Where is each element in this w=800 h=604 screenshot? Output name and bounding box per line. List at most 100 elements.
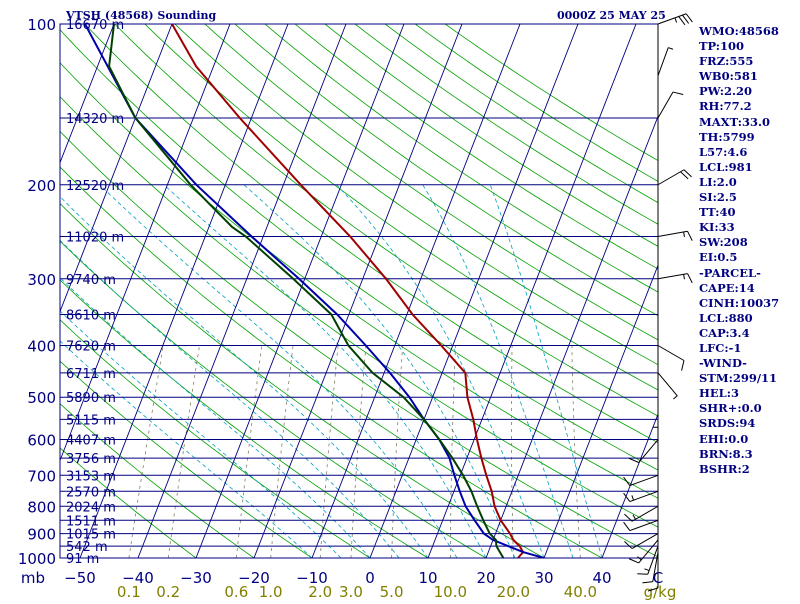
isotherm — [311, 24, 521, 558]
height-label: 6711 m — [66, 367, 116, 382]
index-line: TT:40 — [699, 205, 736, 220]
mixing-ratio-line — [167, 345, 200, 558]
height-label: 8610 m — [66, 309, 116, 324]
isotherm — [195, 24, 405, 558]
pressure-tick-label: 500 — [27, 389, 56, 407]
moist-adiabat — [243, 184, 516, 558]
index-line: KI:33 — [699, 220, 735, 235]
plot-area — [60, 24, 658, 558]
temperature-tick-label: 40 — [592, 569, 611, 587]
mixing-ratio-line — [450, 345, 456, 558]
index-line: WMO:48568 — [699, 24, 779, 38]
dry-adiabat — [60, 166, 603, 558]
mixing-ratio-tick-label: 40.0 — [564, 583, 597, 600]
isotherm — [543, 264, 658, 558]
mixing-ratio-line — [270, 345, 294, 558]
moist-adiabat — [60, 277, 371, 558]
index-line: STM:299/11 — [699, 371, 778, 386]
dry-adiabat — [354, 24, 658, 225]
index-line: LFC:-1 — [699, 340, 742, 355]
wind-barb — [623, 490, 659, 503]
dry-adiabat — [324, 24, 658, 247]
dry-adiabat — [84, 24, 658, 444]
wind-barb — [653, 397, 659, 428]
isotherm — [601, 412, 658, 558]
mixing-ratio-tick-label: 2.0 — [308, 583, 332, 600]
mixing-ratio-tick-label: 20.0 — [497, 583, 530, 600]
mixing-ratio-unit-label: g/kg — [644, 583, 677, 600]
height-label: 16670 m — [66, 18, 124, 33]
dry-adiabat — [60, 96, 658, 528]
index-line: -WIND- — [699, 356, 747, 371]
pressure-tick-label: 700 — [27, 467, 56, 485]
wind-barb — [657, 47, 674, 76]
temperature-tick-label: 0 — [365, 569, 375, 587]
pressure-tick-label: 100 — [27, 16, 56, 34]
height-label: 1015 m — [66, 528, 116, 543]
wind-barb — [657, 91, 684, 119]
wind-barb — [623, 519, 659, 532]
dry-adiabat — [60, 319, 371, 558]
isotherm — [369, 24, 579, 558]
dry-adiabat — [414, 24, 658, 182]
height-label: 2570 m — [66, 485, 116, 500]
index-line: CAP:3.4 — [699, 325, 750, 340]
height-label: 3153 m — [66, 469, 116, 484]
mixing-ratio-line — [319, 345, 339, 558]
isotherm — [60, 24, 173, 313]
index-line: CAPE:14 — [699, 280, 755, 295]
wind-barb — [657, 345, 685, 371]
dry-adiabat — [60, 240, 487, 558]
index-line: EHI:0.0 — [699, 431, 749, 446]
isotherm — [79, 24, 289, 558]
dry-adiabat — [60, 403, 255, 558]
wind-barb — [647, 558, 659, 592]
wind-barb — [628, 439, 659, 463]
index-line: TH:5799 — [699, 129, 755, 144]
temperature-tick-label: −50 — [64, 569, 96, 587]
height-label: 14320 m — [66, 112, 124, 127]
profile-line-2 — [108, 24, 505, 558]
index-line: LCL:981 — [699, 159, 753, 174]
moist-adiabat — [99, 184, 458, 558]
temperature-tick-label: −20 — [238, 569, 270, 587]
mixing-ratio-tick-label: 0.2 — [156, 583, 180, 600]
index-line: TP:100 — [699, 39, 745, 54]
height-label: 5115 m — [66, 413, 116, 428]
dry-adiabat — [264, 24, 658, 293]
index-line: BSHR:2 — [699, 461, 750, 476]
index-line: BRN:8.3 — [699, 446, 753, 461]
wind-barb — [624, 505, 659, 522]
pressure-unit-label: mb — [21, 569, 45, 587]
station-title: VTSH (48568) Sounding — [66, 9, 217, 22]
index-line: HEL:3 — [699, 386, 739, 401]
dry-adiabat — [234, 24, 658, 317]
height-label: 2024 m — [66, 500, 116, 515]
height-label: 5890 m — [66, 391, 116, 406]
index-line: MAXT:33.0 — [699, 114, 770, 129]
height-label: 9740 m — [66, 273, 116, 288]
mixing-ratio-line — [128, 345, 164, 558]
dry-adiabat — [60, 29, 658, 471]
height-label: 11020 m — [66, 230, 124, 245]
index-line: LI:2.0 — [699, 174, 737, 189]
pressure-tick-label: 400 — [27, 338, 56, 356]
temperature-tick-label: 10 — [418, 569, 437, 587]
index-line: -PARCEL- — [699, 265, 761, 280]
index-line: SI:2.5 — [699, 190, 737, 205]
pressure-tick-label: 300 — [27, 271, 56, 289]
index-line: RH:77.2 — [699, 99, 752, 114]
mixing-ratio-tick-label: 1.0 — [259, 583, 283, 600]
index-line: WB0:581 — [699, 69, 758, 84]
pressure-tick-label: 900 — [27, 526, 56, 544]
pressure-tick-label: 800 — [27, 498, 56, 516]
wind-barb — [657, 372, 678, 400]
dry-adiabat — [174, 24, 658, 366]
moist-adiabat — [489, 184, 603, 558]
dry-adiabat — [60, 203, 545, 558]
dry-adiabat — [60, 360, 313, 558]
index-line: PW:2.20 — [699, 84, 753, 99]
isotherm — [253, 24, 463, 558]
dry-adiabat — [60, 130, 658, 558]
